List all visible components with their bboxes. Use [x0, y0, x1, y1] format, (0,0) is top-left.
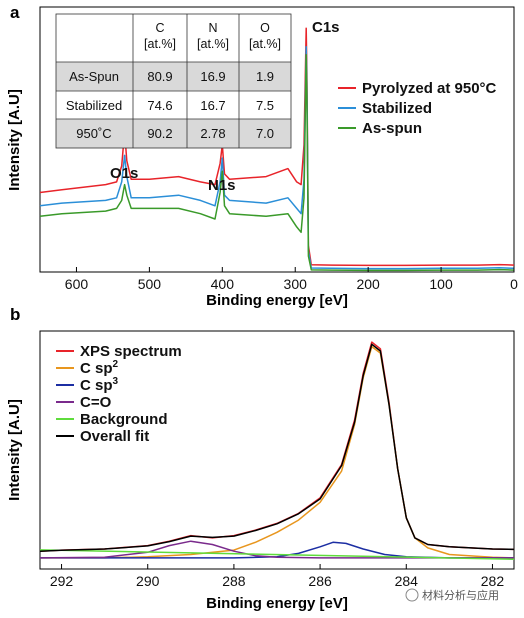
legend-label-c-sp: C sp3 [80, 376, 119, 394]
x-tick-label: 286 [308, 573, 332, 589]
table-cell: 90.2 [147, 126, 172, 141]
x-tick-label: 200 [356, 276, 380, 292]
x-tick-label: 500 [138, 276, 162, 292]
table-header-n: N [at.%] [197, 21, 229, 51]
legend-superscript: 3 [113, 376, 119, 387]
series-line-overall-fit [39, 343, 515, 552]
panel-b: b 292 290 288 286 284 282 Binding energy [eV]… [6, 305, 515, 612]
legend-label-background: Background [80, 411, 168, 428]
x-tick-label: 288 [222, 573, 246, 589]
table-cell: 74.6 [147, 98, 172, 113]
legend-label-pyrolyzed-at-950-c: Pyrolyzed at 950°C [362, 80, 497, 97]
watermark: 材料分析与应用 [405, 588, 499, 602]
panel-a-x-ticks: 600 500 400 300 200 100 0 [65, 267, 518, 292]
table-header-c: C [at.%] [144, 21, 176, 51]
series-line-c-sp [40, 541, 514, 559]
table-row-bg-1 [56, 62, 291, 91]
legend-label-xps-spectrum: XPS spectrum [80, 343, 182, 360]
annotation-c1s: C1s [312, 19, 340, 36]
series-line-background [39, 549, 515, 560]
x-tick-label: 292 [50, 573, 74, 589]
legend-superscript: 2 [113, 359, 119, 370]
x-tick-label: 100 [429, 276, 453, 292]
table-cell: 1.9 [256, 69, 274, 84]
series-line-as-spun [39, 53, 515, 272]
table-row-label: Stabilized [66, 98, 122, 113]
table-cell: 2.78 [200, 126, 225, 141]
annotation-n1s: N1s [208, 177, 236, 194]
table-cell: 16.7 [200, 98, 225, 113]
legend-label-as-spun: As-spun [362, 120, 422, 137]
series-line-c-o [39, 540, 514, 559]
wechat-icon [405, 588, 419, 602]
series-line-stabilized [39, 46, 515, 270]
panel-b-plot-frame [39, 330, 515, 570]
x-tick-label: 0 [510, 276, 518, 292]
panel-a-label: a [10, 3, 20, 22]
panel-a-plot-frame [39, 6, 515, 273]
annotation-o1s: O1s [110, 165, 138, 182]
table-header-o: O [at.%] [249, 21, 281, 51]
panel-a: a 600 500 400 300 200 100 0 Binding energy [eV… [6, 3, 518, 309]
x-tick-label: 290 [136, 573, 160, 589]
panel-b-label: b [10, 305, 20, 324]
table-border [55, 13, 292, 149]
table-cell: 7.0 [256, 126, 274, 141]
x-tick-label: 300 [284, 276, 308, 292]
table-cell: 16.9 [200, 69, 225, 84]
panel-b-y-axis-title: Intensity [A.U] [6, 399, 23, 501]
table-cell: 80.9 [147, 69, 172, 84]
legend-label-overall-fit: Overall fit [80, 428, 149, 445]
panel-b-series-group [39, 341, 515, 560]
watermark-text: 材料分析与应用 [422, 588, 499, 602]
x-tick-label: 400 [211, 276, 235, 292]
panel-b-x-axis-title: Binding energy [eV] [206, 595, 348, 612]
table-cell: 7.5 [256, 98, 274, 113]
x-tick-label: 284 [395, 573, 419, 589]
table-row-label: 950˚C [76, 126, 111, 141]
legend-label-c-o: C=O [80, 394, 112, 411]
composition-table: C [at.%] N [at.%] O [at.%] As-Spun 80.9 16.… [55, 13, 292, 149]
panel-a-x-axis-title: Binding energy [eV] [206, 292, 348, 309]
legend-label-c-sp: C sp2 [80, 359, 119, 377]
x-tick-label: 282 [481, 573, 505, 589]
table-row-label: As-Spun [69, 69, 119, 84]
table-row-bg-3 [56, 119, 291, 148]
panel-a-legend: Pyrolyzed at 950°C Stabilized As-spun [338, 80, 497, 137]
panel-b-x-ticks: 292 290 288 286 284 282 [50, 564, 504, 589]
x-tick-label: 600 [65, 276, 89, 292]
panel-a-y-axis-title: Intensity [A.U] [6, 89, 23, 191]
legend-label-stabilized: Stabilized [362, 100, 432, 117]
